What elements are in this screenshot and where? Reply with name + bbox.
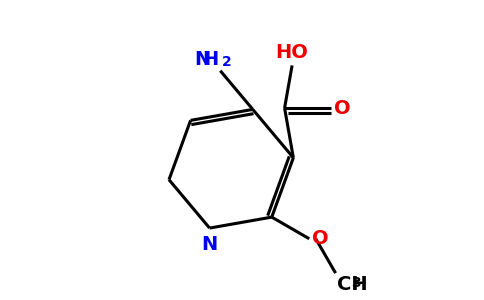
Text: CH: CH <box>337 275 368 294</box>
Text: H: H <box>202 50 218 69</box>
Text: N: N <box>201 235 218 254</box>
Text: O: O <box>334 98 351 118</box>
Text: 3: 3 <box>351 276 361 290</box>
Text: O: O <box>312 229 329 248</box>
Text: HO: HO <box>276 43 308 62</box>
Text: N: N <box>194 50 210 69</box>
Text: 2: 2 <box>222 55 232 69</box>
